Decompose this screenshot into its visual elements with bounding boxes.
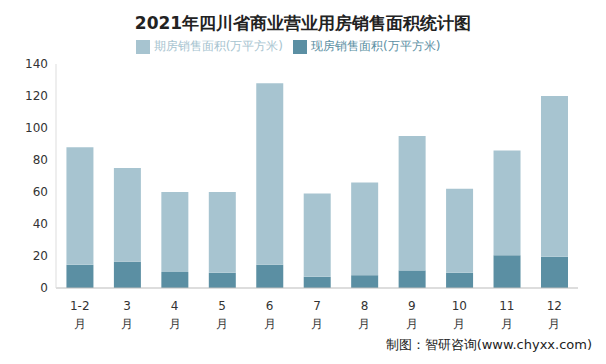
html-text:现房销售面积(万平方米): 现房销售面积(万平方米)	[311, 39, 441, 53]
svg-text:11月: 11月	[499, 299, 514, 331]
svg-text:5月: 5月	[216, 299, 228, 331]
svg-text:12月: 12月	[547, 299, 562, 331]
svg-text:80: 80	[33, 153, 48, 167]
svg-text:120: 120	[25, 89, 48, 103]
svg-text:140: 140	[25, 57, 48, 71]
svg-text:40: 40	[33, 217, 48, 231]
svg-text:10月: 10月	[452, 299, 467, 331]
svg-text:0: 0	[40, 281, 48, 295]
svg-text:6月: 6月	[264, 299, 276, 331]
svg-text:4月: 4月	[169, 299, 181, 331]
svg-text:9月: 9月	[406, 299, 418, 331]
html-text:2021年四川省商业营业用房销售面积统计图: 2021年四川省商业营业用房销售面积统计图	[134, 13, 472, 33]
svg-text:20: 20	[33, 249, 48, 263]
svg-text:3月: 3月	[121, 299, 133, 331]
html-text:制图：智研咨询(www.chyxx.com): 制图：智研咨询(www.chyxx.com)	[385, 337, 592, 352]
svg-text:1-2月: 1-2月	[70, 299, 90, 331]
svg-text:100: 100	[25, 121, 48, 135]
svg-text:7月: 7月	[311, 299, 323, 331]
svg-text:8月: 8月	[358, 299, 370, 331]
html-text:期房销售面积(万平方米): 期房销售面积(万平方米)	[153, 39, 283, 53]
svg-text:60: 60	[33, 185, 48, 199]
